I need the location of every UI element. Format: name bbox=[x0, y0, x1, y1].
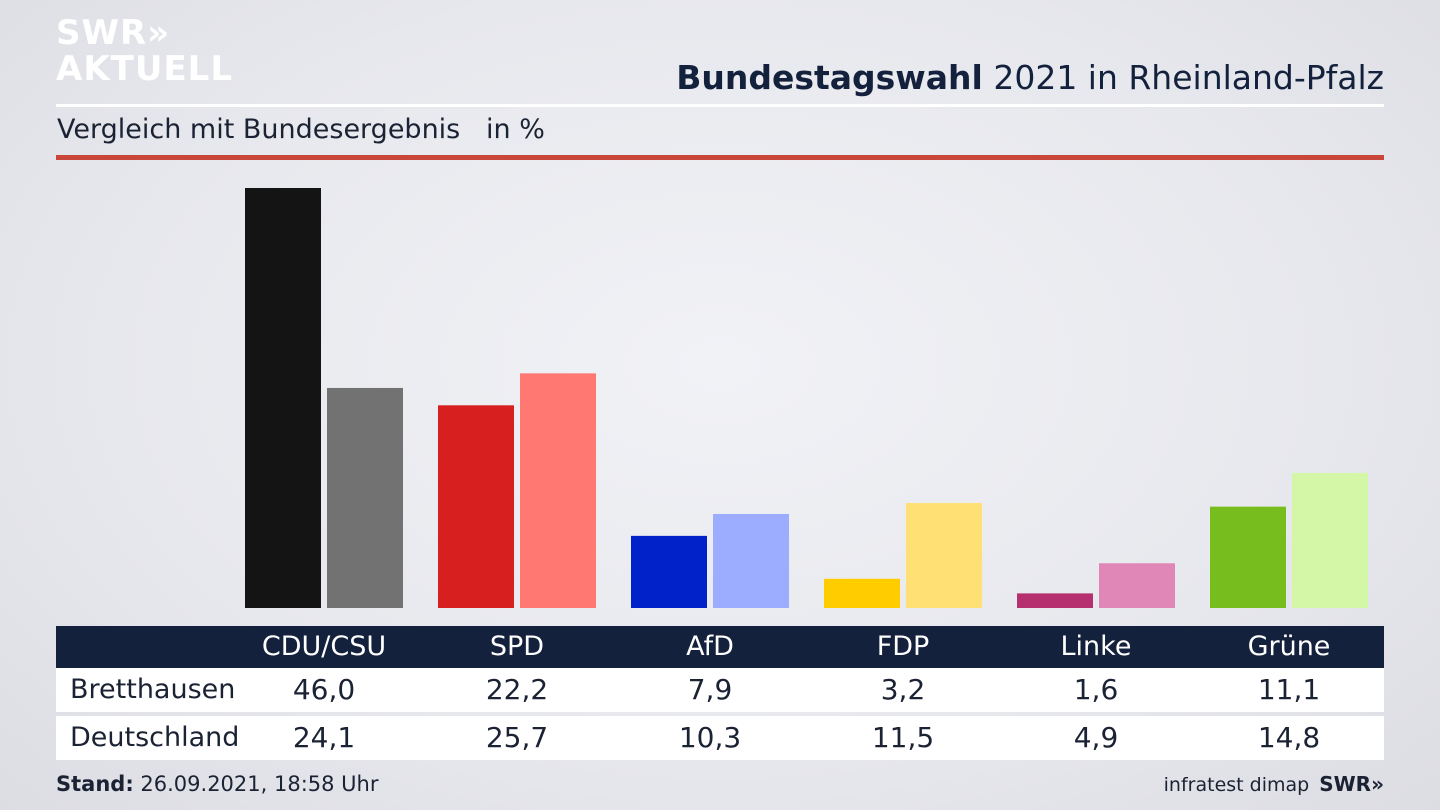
header-fdp: FDP bbox=[876, 631, 930, 662]
stand-value: 26.09.2021, 18:58 Uhr bbox=[133, 772, 379, 796]
header-afd: AfD bbox=[686, 631, 734, 662]
chart-subtitle: Vergleich mit Bundesergebnis in % bbox=[57, 114, 545, 145]
row-label-bretthausen: Bretthausen bbox=[70, 674, 236, 705]
accent-divider bbox=[56, 155, 1384, 160]
header-spd: SPD bbox=[489, 631, 545, 662]
source-name: infratest dimap bbox=[1163, 774, 1310, 796]
header-divider bbox=[56, 104, 1384, 107]
table-header: CDU/CSU SPD AfD FDP Linke Grüne bbox=[56, 626, 1384, 668]
timestamp: Stand: 26.09.2021, 18:58 Uhr bbox=[56, 772, 379, 796]
page-title: Bundestagswahl 2021 in Rheinland-Pfalz bbox=[676, 58, 1384, 97]
value-fdp-bretthausen: 3,2 bbox=[880, 673, 926, 706]
row-label-deutschland: Deutschland bbox=[70, 722, 240, 753]
header-gr-ne: Grüne bbox=[1247, 631, 1331, 662]
bar-gr-ne-deutschland bbox=[1292, 472, 1368, 608]
value-cdu-csu-bretthausen: 46,0 bbox=[292, 673, 356, 706]
bar-afd-bretthausen bbox=[631, 535, 707, 608]
bar-fdp-deutschland bbox=[906, 503, 982, 608]
value-spd-bretthausen: 22,2 bbox=[485, 673, 549, 706]
value-afd-bretthausen: 7,9 bbox=[687, 673, 733, 706]
value-gr-ne-bretthausen: 11,1 bbox=[1257, 673, 1321, 706]
bar-cdu-csu-deutschland bbox=[327, 387, 403, 608]
value-linke-bretthausen: 1,6 bbox=[1073, 673, 1119, 706]
table-row: Deutschland 24,1 25,7 10,3 11,5 4,9 14,8 bbox=[56, 716, 1384, 760]
stand-label: Stand: bbox=[56, 772, 134, 796]
source-credit: infratest dimap SWR» bbox=[1164, 772, 1384, 796]
bar-cdu-csu-bretthausen bbox=[245, 188, 321, 608]
header-linke: Linke bbox=[1060, 631, 1132, 662]
header-cdu-csu: CDU/CSU bbox=[261, 631, 387, 662]
value-fdp-deutschland: 11,5 bbox=[871, 721, 935, 754]
bar-afd-deutschland bbox=[713, 513, 789, 608]
bar-fdp-bretthausen bbox=[824, 578, 900, 608]
title-rest: 2021 in Rheinland-Pfalz bbox=[982, 58, 1384, 97]
bar-spd-bretthausen bbox=[438, 405, 514, 608]
logo-line-1: SWR» bbox=[56, 13, 171, 53]
table-row: Bretthausen 46,0 22,2 7,9 3,2 1,6 11,1 bbox=[56, 668, 1384, 712]
bar-gr-ne-bretthausen bbox=[1210, 506, 1286, 608]
value-gr-ne-deutschland: 14,8 bbox=[1257, 721, 1321, 754]
value-linke-deutschland: 4,9 bbox=[1073, 721, 1119, 754]
swr-brand: SWR» bbox=[1319, 772, 1384, 796]
bar-linke-bretthausen bbox=[1017, 593, 1093, 608]
title-bold: Bundestagswahl bbox=[676, 58, 983, 97]
logo-line-2: AKTUELL bbox=[56, 49, 234, 89]
swr-aktuell-logo: SWR» AKTUELL bbox=[56, 16, 233, 86]
value-spd-deutschland: 25,7 bbox=[485, 721, 549, 754]
bar-linke-deutschland bbox=[1099, 563, 1175, 608]
value-cdu-csu-deutschland: 24,1 bbox=[292, 721, 356, 754]
value-afd-deutschland: 10,3 bbox=[678, 721, 742, 754]
bar-spd-deutschland bbox=[520, 373, 596, 608]
